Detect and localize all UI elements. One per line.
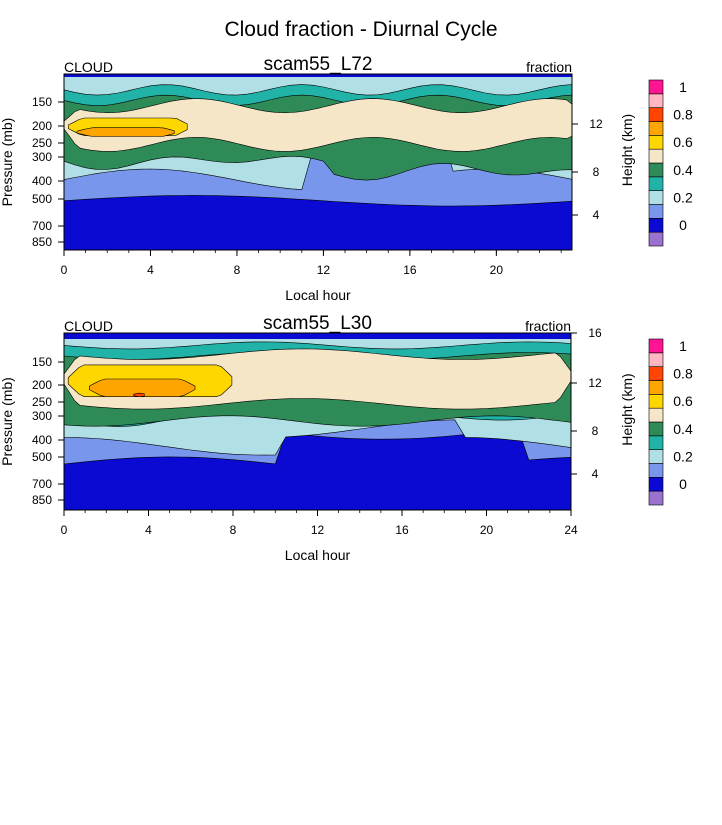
- colorbar-bottom: 0 0.2 0.4 0.6 0.8 1: [648, 338, 693, 506]
- colorbar-box: [648, 107, 664, 122]
- colorbar-box: [648, 477, 664, 492]
- colorbar-label: 0.2: [673, 190, 693, 206]
- y-tick-label: 250: [32, 395, 52, 409]
- left-string: CLOUD: [64, 59, 113, 75]
- colorbar-box: [648, 490, 664, 506]
- figure-title: Cloud fraction - Diurnal Cycle: [224, 18, 497, 41]
- colorbar-box: [648, 394, 664, 409]
- panel-scam55-l72: CLOUD fraction scam55_L72 0 4 8 12 16 20 Local ho…: [0, 54, 635, 303]
- x-tick-label: 20: [490, 263, 504, 277]
- colorbar-box: [648, 162, 664, 178]
- colorbar-box: [648, 380, 664, 395]
- y-tick-label: 200: [32, 119, 52, 133]
- colorbar-box: [648, 176, 664, 191]
- plot-frame: [63, 73, 573, 251]
- colorbar-label: 0.2: [673, 449, 693, 465]
- colorbar-box: [648, 463, 664, 478]
- right-string: fraction: [526, 59, 572, 75]
- x-axis-label: Local hour: [285, 287, 351, 303]
- x-tick-label: 16: [403, 263, 417, 277]
- contour-layer: [89, 378, 196, 397]
- x-axis-label: Local hour: [285, 547, 351, 563]
- y-tick-label: 400: [32, 433, 52, 447]
- contour-layer: [64, 74, 572, 77]
- colorbar-box: [648, 148, 664, 164]
- y-tick-label: 300: [32, 150, 52, 164]
- y-tick-label: 150: [32, 355, 52, 369]
- right-string: fraction: [525, 318, 571, 334]
- y2-tick-label: 12: [588, 376, 602, 390]
- colorbar-label: 0.6: [673, 393, 693, 409]
- y-tick-label: 500: [32, 192, 52, 206]
- colorbar-box: [648, 366, 664, 381]
- x-tick-label: 8: [234, 263, 241, 277]
- colorbar-label: 0.8: [673, 107, 693, 123]
- y-axis-label: Pressure (mb): [0, 377, 15, 466]
- y2-axis-label: Height (km): [619, 373, 635, 445]
- y-tick-label: 250: [32, 136, 52, 150]
- colorbar-box: [648, 135, 664, 150]
- panel-title: scam55_L72: [264, 54, 373, 75]
- colorbar-box: [648, 93, 664, 108]
- colorbar-label: 0.4: [673, 421, 693, 437]
- contour-layer: [64, 333, 571, 339]
- colorbar-box: [648, 449, 664, 464]
- y2-axis-label: Height (km): [619, 114, 635, 186]
- colorbar-label: 0: [679, 476, 687, 492]
- x-tick-label: 24: [564, 523, 578, 537]
- contour-layer: [64, 195, 572, 250]
- y-tick-label: 150: [32, 95, 52, 109]
- colorbar-top: 0 0.2 0.4 0.6 0.8 1: [648, 79, 693, 247]
- x-tick-label: 20: [480, 523, 494, 537]
- panel-scam55-l30: CLOUD fraction scam55_L30 0 4 8 12 16 20 24 Local …: [0, 313, 635, 563]
- colorbar-box: [648, 190, 664, 205]
- y2-tick-label: 12: [589, 117, 603, 131]
- x-tick-label: 4: [147, 263, 154, 277]
- x-tick-label: 12: [317, 263, 331, 277]
- colorbar-label: 0.6: [673, 134, 693, 150]
- y2-tick-label: 16: [588, 326, 602, 340]
- colorbar-box: [648, 79, 664, 95]
- colorbar-box: [648, 204, 664, 219]
- x-tick-label: 4: [145, 523, 152, 537]
- y2-tick-label: 8: [593, 165, 600, 179]
- x-tick-label: 8: [230, 523, 237, 537]
- y-tick-label: 850: [32, 493, 52, 507]
- colorbar-label: 1: [679, 338, 687, 354]
- contour-layer: [64, 98, 572, 152]
- y-tick-label: 500: [32, 450, 52, 464]
- colorbar-label: 1: [679, 79, 687, 95]
- panel-title: scam55_L30: [263, 313, 372, 334]
- y2-tick-label: 8: [592, 424, 599, 438]
- colorbar-box: [648, 421, 664, 437]
- x-tick-label: 16: [395, 523, 409, 537]
- colorbar-box: [648, 218, 664, 233]
- left-string: CLOUD: [64, 318, 113, 334]
- y-tick-label: 200: [32, 378, 52, 392]
- contour-layer: [76, 127, 175, 137]
- colorbar-box: [648, 352, 664, 367]
- y-axis-label: Pressure (mb): [0, 118, 15, 207]
- y-tick-label: 700: [32, 219, 52, 233]
- y-tick-label: 700: [32, 477, 52, 491]
- colorbar-box: [648, 121, 664, 136]
- y2-tick-label: 4: [592, 467, 599, 481]
- y-tick-label: 400: [32, 174, 52, 188]
- x-tick-label: 0: [61, 523, 68, 537]
- colorbar-box: [648, 407, 664, 423]
- colorbar-box: [648, 231, 664, 247]
- colorbar-box: [648, 338, 664, 354]
- x-tick-label: 12: [311, 523, 325, 537]
- x-tick-label: 0: [61, 263, 68, 277]
- colorbar-label: 0: [679, 217, 687, 233]
- contour-layer: [133, 392, 145, 398]
- y-tick-label: 850: [32, 235, 52, 249]
- colorbar-box: [648, 435, 664, 450]
- y2-tick-label: 4: [593, 208, 600, 222]
- colorbar-label: 0.4: [673, 162, 693, 178]
- colorbar-label: 0.8: [673, 366, 693, 382]
- y-tick-label: 300: [32, 409, 52, 423]
